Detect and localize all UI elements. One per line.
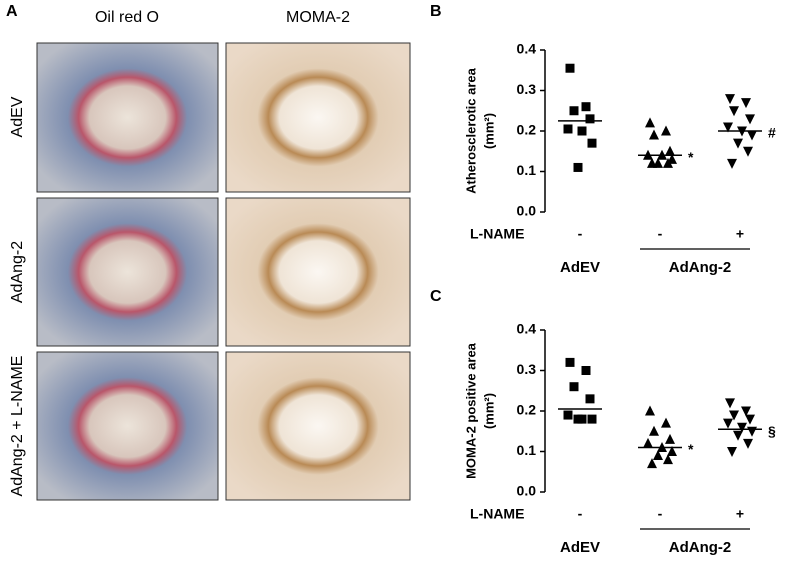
data-point — [563, 410, 573, 420]
histology-image — [36, 42, 219, 193]
series-label: - — [578, 506, 583, 522]
y-tick-label: 0.3 — [517, 361, 537, 377]
data-point — [573, 162, 583, 172]
data-point — [747, 426, 757, 437]
data-point — [585, 394, 595, 404]
group-label: AdAng-2 — [669, 259, 732, 276]
data-point — [725, 398, 735, 409]
group-label: AdEV — [560, 259, 600, 276]
panel-label: A — [6, 3, 18, 20]
y-tick-label: 0.0 — [517, 483, 537, 499]
y-axis-label: (mm²) — [481, 393, 496, 429]
data-point — [565, 357, 575, 367]
series-label: + — [736, 506, 744, 522]
histology-image — [36, 351, 219, 501]
y-tick-label: 0.2 — [517, 122, 537, 138]
y-tick-label: 0.1 — [517, 162, 537, 178]
data-point — [727, 158, 737, 169]
data-point — [737, 422, 747, 433]
series-label: + — [736, 226, 744, 242]
panel-a-images — [36, 42, 411, 501]
group-label: AdEV — [560, 539, 600, 556]
histology-image — [36, 197, 219, 347]
data-point — [585, 114, 595, 124]
data-point — [645, 117, 655, 128]
y-tick-label: 0.1 — [517, 442, 537, 458]
annotation: # — [768, 125, 776, 141]
row-label: AdEV — [9, 96, 26, 137]
y-tick-label: 0.4 — [517, 41, 537, 57]
row-label: L-NAME — [470, 506, 524, 522]
histology-image — [225, 42, 411, 193]
panel-label: B — [430, 3, 442, 20]
data-point — [653, 450, 663, 461]
series-label: - — [658, 506, 663, 522]
data-point — [565, 63, 575, 73]
data-point — [733, 430, 743, 441]
histology-image — [225, 197, 411, 347]
column-label: MOMA-2 — [286, 9, 350, 26]
data-point — [573, 414, 583, 424]
histology-image — [225, 351, 411, 501]
y-tick-label: 0.3 — [517, 81, 537, 97]
data-point — [645, 405, 655, 416]
y-axis-label: MOMA-2 positive area — [463, 342, 478, 479]
data-point — [743, 146, 753, 157]
y-tick-label: 0.0 — [517, 203, 537, 219]
column-label: Oil red O — [95, 9, 159, 26]
data-point — [649, 129, 659, 140]
row-label: AdAng-2 — [9, 241, 26, 303]
data-point — [723, 122, 733, 133]
data-point — [665, 433, 675, 444]
data-point — [729, 106, 739, 117]
data-point — [741, 406, 751, 417]
series-label: - — [658, 226, 663, 242]
y-axis-label: (mm²) — [481, 113, 496, 149]
data-point — [665, 145, 675, 156]
data-point — [649, 425, 659, 436]
data-point — [587, 414, 597, 424]
data-point — [663, 157, 673, 168]
row-label: L-NAME — [470, 226, 524, 242]
data-point — [577, 126, 587, 136]
data-point — [741, 98, 751, 109]
annotation: * — [688, 149, 694, 165]
data-point — [747, 130, 757, 141]
data-point — [725, 94, 735, 105]
data-point — [745, 114, 755, 125]
y-tick-label: 0.2 — [517, 402, 537, 418]
data-point — [581, 366, 591, 375]
data-point — [723, 418, 733, 429]
annotation: * — [688, 441, 694, 457]
series-label: - — [578, 226, 583, 242]
data-point — [727, 447, 737, 457]
data-point — [661, 125, 671, 136]
data-point — [647, 458, 657, 469]
row-label: AdAng-2 + L-NAME — [9, 356, 26, 497]
data-point — [663, 454, 673, 465]
data-point — [569, 106, 579, 116]
annotation: § — [768, 423, 776, 439]
data-point — [661, 417, 671, 428]
y-axis-label: Atherosclerotic area — [463, 67, 478, 193]
data-point — [569, 382, 579, 392]
data-point — [587, 138, 597, 148]
data-point — [563, 124, 573, 134]
y-tick-label: 0.4 — [517, 321, 537, 337]
data-point — [647, 157, 657, 168]
data-point — [667, 446, 677, 456]
data-point — [733, 138, 743, 149]
data-point — [729, 410, 739, 421]
data-point — [743, 438, 753, 449]
group-label: AdAng-2 — [669, 539, 732, 556]
data-point — [643, 437, 653, 448]
data-point — [745, 414, 755, 425]
panel-label: C — [430, 288, 442, 305]
data-point — [581, 102, 591, 112]
